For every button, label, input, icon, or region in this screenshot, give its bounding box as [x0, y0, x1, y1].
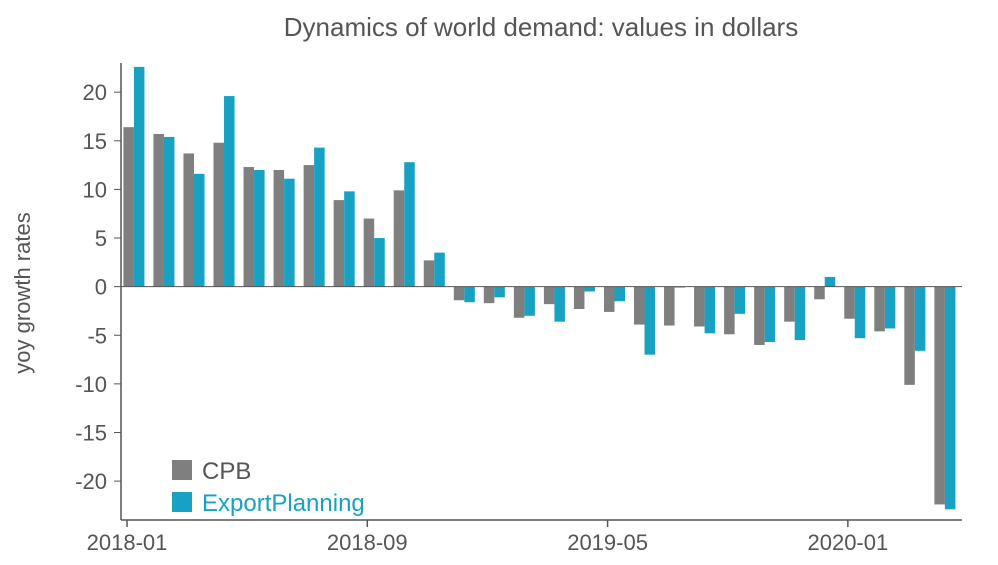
- legend-label-exportplanning: ExportPlanning: [202, 490, 365, 517]
- y-tick-label: 0: [95, 275, 107, 300]
- bar-cpb-2019-02: [513, 286, 525, 318]
- bar-cpb-2019-12: [814, 286, 825, 300]
- y-tick-label: -5: [87, 323, 107, 348]
- y-tick-label: 10: [83, 177, 107, 202]
- bar-cpb-2019-09: [724, 286, 735, 335]
- bar-exportplanning-2018-06: [284, 178, 295, 287]
- legend: CPB ExportPlanning: [172, 458, 365, 517]
- bar-exportplanning-2018-04: [224, 96, 235, 287]
- bar-exportplanning-2018-11: [434, 252, 445, 287]
- chart-title: Dynamics of world demand: values in doll…: [284, 12, 798, 42]
- bar-cpb-2018-12: [453, 286, 465, 301]
- bar-cpb-2018-10: [393, 190, 405, 287]
- bar-cpb-2019-01: [483, 286, 495, 304]
- y-tick-label: -10: [75, 372, 107, 397]
- bar-exportplanning-2020-01: [854, 286, 866, 339]
- y-tick-label: -15: [75, 420, 107, 445]
- bar-exportplanning-2019-11: [794, 286, 806, 341]
- bar-exportplanning-2018-05: [254, 169, 265, 287]
- bar-exportplanning-2018-01: [133, 66, 145, 287]
- legend-label-cpb: CPB: [202, 458, 251, 485]
- bar-exportplanning-2019-06: [644, 286, 656, 355]
- bar-cpb-2019-07: [664, 286, 675, 326]
- bar-exportplanning-2020-02: [884, 286, 896, 329]
- y-tick-label: 5: [95, 226, 107, 251]
- bar-cpb-2019-10: [754, 286, 765, 345]
- bar-exportplanning-2018-07: [314, 147, 325, 287]
- x-tick-label: 2020-01: [807, 530, 888, 555]
- bar-exportplanning-2020-03: [914, 286, 926, 351]
- bar-exportplanning-2019-05: [614, 286, 625, 302]
- bar-cpb-2019-03: [543, 286, 555, 305]
- bars: [123, 66, 956, 510]
- bar-cpb-2018-07: [303, 165, 315, 287]
- bar-cpb-2020-02: [874, 286, 885, 332]
- bar-exportplanning-2019-10: [764, 286, 776, 343]
- bar-exportplanning-2019-09: [734, 286, 746, 314]
- bar-exportplanning-2019-02: [524, 286, 535, 316]
- bar-cpb-2018-11: [423, 260, 435, 287]
- x-tick-label: 2018-09: [327, 530, 408, 555]
- bar-cpb-2018-03: [183, 153, 194, 287]
- bar-cpb-2020-04: [934, 286, 945, 505]
- bar-exportplanning-2019-04: [584, 286, 595, 292]
- y-tick-label: -20: [75, 469, 107, 494]
- bar-cpb-2019-08: [694, 286, 705, 327]
- bar-cpb-2018-09: [363, 218, 375, 287]
- bar-cpb-2019-06: [634, 286, 645, 325]
- x-tick-label: 2018-01: [87, 530, 168, 555]
- bar-exportplanning-2018-12: [464, 286, 475, 303]
- bar-cpb-2018-06: [273, 169, 285, 287]
- bar-cpb-2018-04: [213, 142, 225, 287]
- legend-swatch-cpb: [172, 460, 192, 480]
- bar-cpb-2018-02: [153, 133, 164, 287]
- bar-cpb-2020-01: [844, 286, 855, 319]
- bar-cpb-2018-05: [243, 167, 255, 287]
- y-tick-label: 20: [83, 80, 107, 105]
- y-axis: 20 15 10 5 0 -5 -10 -15 -20: [75, 80, 121, 494]
- y-axis-label: yoy growth rates: [10, 212, 35, 373]
- bar-cpb-2019-05: [603, 286, 615, 312]
- bar-exportplanning-2018-10: [404, 162, 415, 287]
- bar-exportplanning-2019-08: [704, 286, 716, 334]
- bar-cpb-2019-11: [784, 286, 795, 322]
- bar-exportplanning-2019-03: [554, 286, 565, 322]
- y-tick-label: 15: [83, 129, 107, 154]
- x-axis: 2018-01 2018-09 2019-05 2020-01: [87, 520, 888, 555]
- bar-exportplanning-2018-02: [163, 136, 175, 287]
- bar-exportplanning-2020-04: [944, 286, 956, 510]
- bar-exportplanning-2018-03: [193, 173, 205, 287]
- bar-exportplanning-2018-09: [374, 238, 385, 287]
- x-tick-label: 2019-05: [567, 530, 648, 555]
- bar-exportplanning-2019-01: [494, 286, 505, 298]
- bar-exportplanning-2019-12: [824, 276, 836, 287]
- bar-cpb-2018-08: [333, 200, 345, 287]
- bar-cpb-2020-03: [904, 286, 915, 385]
- bar-exportplanning-2018-08: [344, 191, 355, 287]
- legend-swatch-exportplanning: [172, 492, 192, 512]
- bar-cpb-2019-04: [573, 286, 585, 310]
- bar-cpb-2018-01: [123, 127, 134, 287]
